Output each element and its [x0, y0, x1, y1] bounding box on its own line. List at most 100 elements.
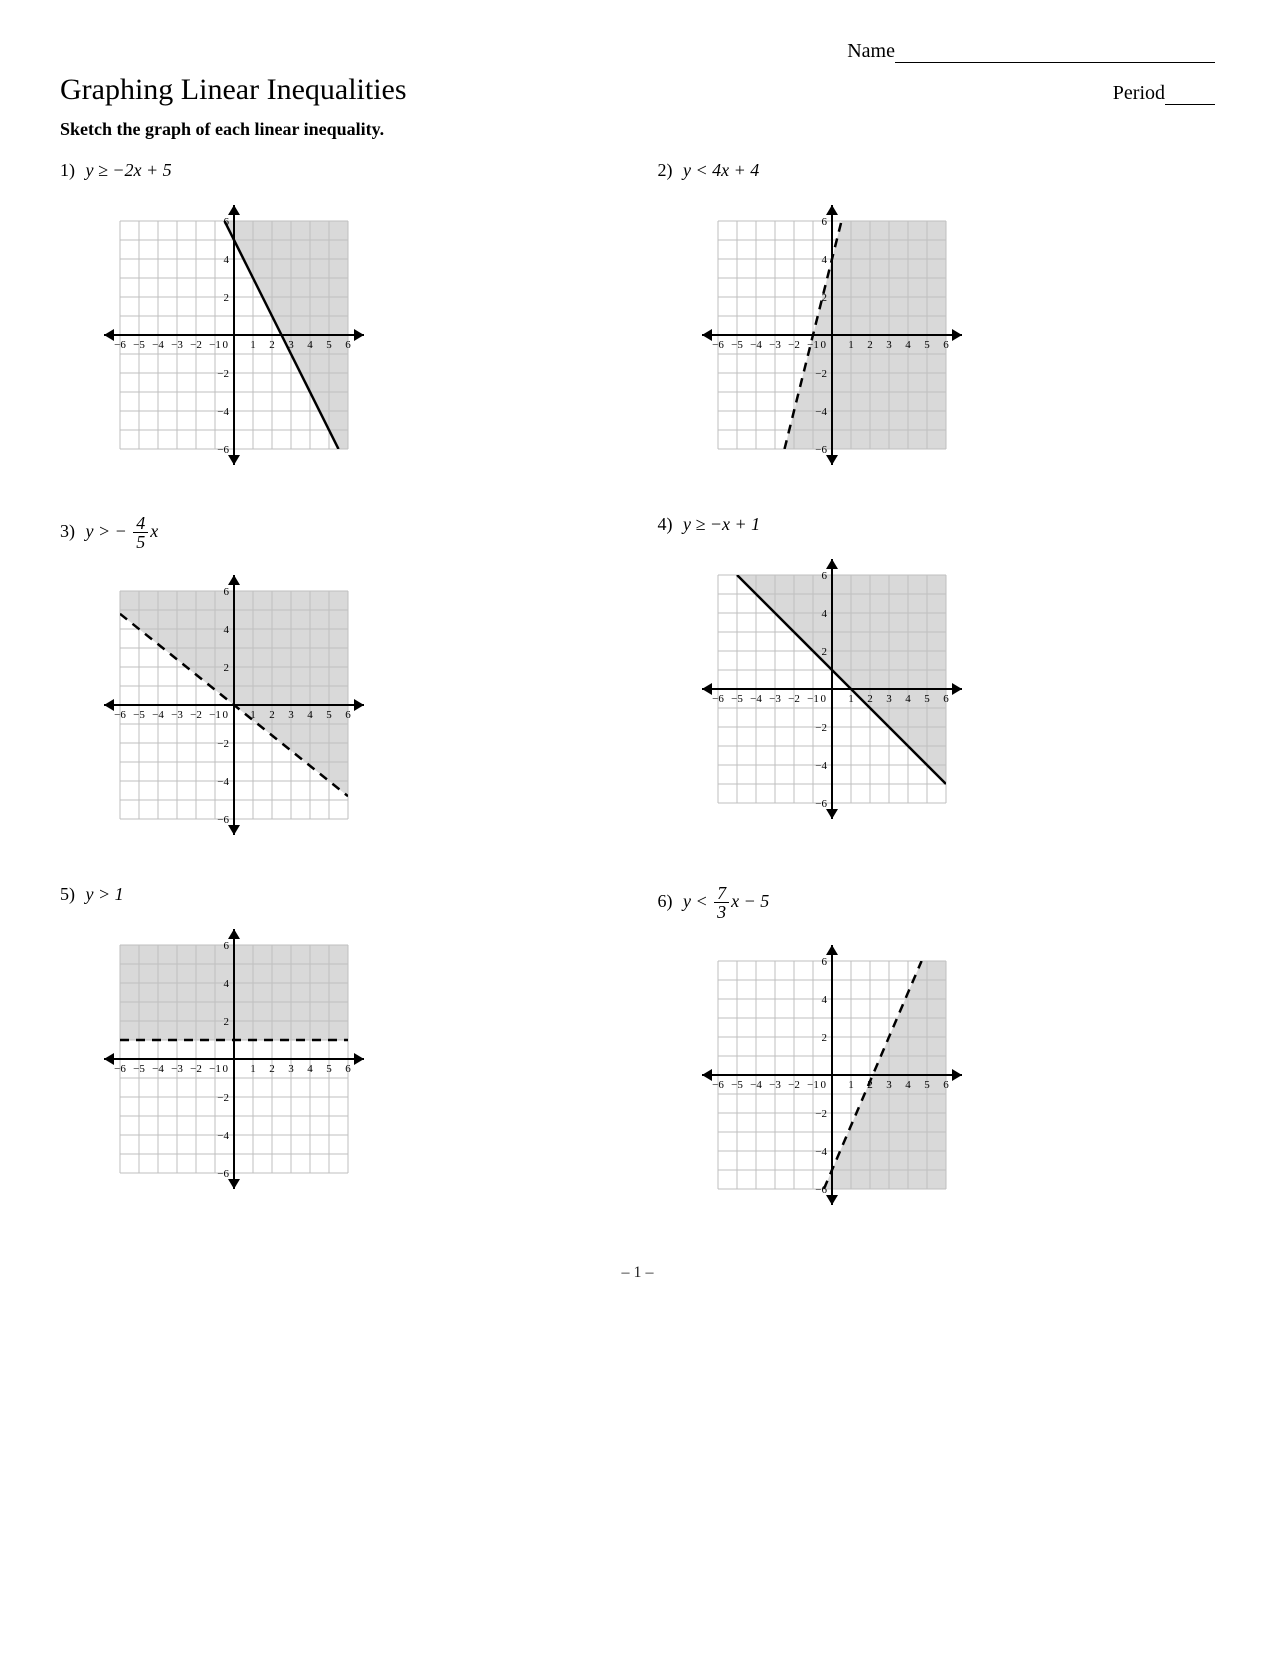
svg-text:2: 2 [867, 693, 873, 705]
svg-text:5: 5 [326, 339, 332, 351]
period-blank[interactable] [1165, 104, 1215, 105]
graph-svg: −6−5−4−3−2−10123456246−2−4−6 [90, 561, 378, 849]
svg-text:−6: −6 [815, 444, 827, 456]
problem-expression: y < 4x + 4 [683, 160, 759, 180]
svg-text:−2: −2 [217, 1092, 229, 1104]
problem: 2) y < 4x + 4 −6−5−4−3−2−10123456246−2−4… [658, 160, 1216, 484]
svg-text:4: 4 [821, 994, 827, 1006]
svg-text:0: 0 [820, 1079, 826, 1091]
svg-text:2: 2 [224, 662, 230, 674]
graph-container: −6−5−4−3−2−10123456246−2−4−6 [90, 561, 618, 854]
svg-text:−2: −2 [190, 1063, 202, 1075]
svg-text:−5: −5 [133, 709, 145, 721]
problem-label: 3) y > − 45x [60, 514, 618, 551]
svg-text:−4: −4 [217, 1130, 229, 1142]
svg-text:−2: −2 [815, 1108, 827, 1120]
svg-text:−4: −4 [217, 406, 229, 418]
graph-svg: −6−5−4−3−2−10123456246−2−4−6 [90, 191, 378, 479]
svg-text:−1: −1 [807, 1079, 819, 1091]
name-label: Name [847, 40, 895, 62]
problem-label: 4) y ≥ −x + 1 [658, 514, 1216, 535]
problem-expression: y > − 45x [86, 521, 159, 541]
svg-text:0: 0 [223, 1063, 229, 1075]
svg-text:−6: −6 [114, 1063, 126, 1075]
graph-svg: −6−5−4−3−2−10123456246−2−4−6 [688, 545, 976, 833]
svg-text:2: 2 [224, 292, 230, 304]
svg-text:6: 6 [821, 216, 827, 228]
svg-text:3: 3 [288, 709, 294, 721]
svg-text:0: 0 [223, 709, 229, 721]
problem-number: 4) [658, 514, 673, 534]
problem: 5) y > 1 −6−5−4−3−2−10123456246−2−4−6 [60, 884, 618, 1224]
svg-text:2: 2 [269, 1063, 275, 1075]
problem-number: 2) [658, 160, 673, 180]
svg-text:6: 6 [943, 339, 949, 351]
svg-text:−2: −2 [815, 368, 827, 380]
svg-text:5: 5 [924, 693, 930, 705]
name-blank[interactable] [895, 62, 1215, 63]
svg-text:−6: −6 [217, 444, 229, 456]
svg-text:−3: −3 [769, 339, 781, 351]
problem-expression: y ≥ −2x + 5 [86, 160, 172, 180]
graph-container: −6−5−4−3−2−10123456246−2−4−6 [90, 191, 618, 484]
svg-text:4: 4 [905, 1079, 911, 1091]
svg-text:1: 1 [848, 339, 854, 351]
svg-text:−4: −4 [152, 1063, 164, 1075]
svg-text:−3: −3 [769, 693, 781, 705]
svg-text:−5: −5 [133, 1063, 145, 1075]
svg-text:5: 5 [924, 1079, 930, 1091]
svg-text:0: 0 [223, 339, 229, 351]
svg-text:−4: −4 [750, 1079, 762, 1091]
svg-text:4: 4 [821, 608, 827, 620]
svg-text:4: 4 [307, 709, 313, 721]
title-row: Graphing Linear Inequalities Period [60, 73, 1215, 107]
svg-text:4: 4 [307, 339, 313, 351]
svg-text:1: 1 [848, 1079, 854, 1091]
graph-container: −6−5−4−3−2−10123456246−2−4−6 [688, 931, 1216, 1224]
svg-text:6: 6 [224, 586, 230, 598]
svg-text:−1: −1 [209, 709, 221, 721]
svg-text:3: 3 [288, 1063, 294, 1075]
period-field: Period [1113, 82, 1215, 105]
svg-text:5: 5 [326, 1063, 332, 1075]
svg-text:−6: −6 [217, 814, 229, 826]
svg-text:4: 4 [224, 978, 230, 990]
problem: 1) y ≥ −2x + 5 −6−5−4−3−2−10123456246−2−… [60, 160, 618, 484]
svg-text:−2: −2 [190, 709, 202, 721]
page-footer: ‒ 1 ‒ [60, 1264, 1215, 1282]
graph-container: −6−5−4−3−2−10123456246−2−4−6 [688, 191, 1216, 484]
svg-text:4: 4 [224, 254, 230, 266]
svg-text:−4: −4 [750, 693, 762, 705]
svg-text:6: 6 [821, 956, 827, 968]
svg-text:−4: −4 [152, 709, 164, 721]
svg-text:6: 6 [821, 570, 827, 582]
svg-text:−4: −4 [815, 760, 827, 772]
svg-text:1: 1 [250, 339, 256, 351]
svg-text:4: 4 [224, 624, 230, 636]
problem-number: 1) [60, 160, 75, 180]
svg-text:−3: −3 [171, 339, 183, 351]
problem-number: 5) [60, 884, 75, 904]
svg-text:−2: −2 [788, 339, 800, 351]
svg-text:−5: −5 [731, 1079, 743, 1091]
problem-label: 6) y < 73x − 5 [658, 884, 1216, 921]
svg-text:4: 4 [905, 693, 911, 705]
graph-container: −6−5−4−3−2−10123456246−2−4−6 [90, 915, 618, 1208]
svg-text:−1: −1 [807, 693, 819, 705]
problem-label: 1) y ≥ −2x + 5 [60, 160, 618, 181]
svg-text:2: 2 [821, 646, 827, 658]
svg-text:−6: −6 [712, 693, 724, 705]
svg-text:2: 2 [867, 339, 873, 351]
svg-text:5: 5 [924, 339, 930, 351]
problem-number: 3) [60, 521, 75, 541]
svg-text:4: 4 [307, 1063, 313, 1075]
svg-text:−4: −4 [815, 406, 827, 418]
svg-text:−5: −5 [731, 693, 743, 705]
svg-text:−2: −2 [815, 722, 827, 734]
svg-text:−2: −2 [217, 738, 229, 750]
svg-text:6: 6 [345, 339, 351, 351]
svg-text:−6: −6 [712, 1079, 724, 1091]
problem: 6) y < 73x − 5 −6−5−4−3−2−10123456246−2−… [658, 884, 1216, 1224]
svg-text:−4: −4 [152, 339, 164, 351]
graph-container: −6−5−4−3−2−10123456246−2−4−6 [688, 545, 1216, 838]
